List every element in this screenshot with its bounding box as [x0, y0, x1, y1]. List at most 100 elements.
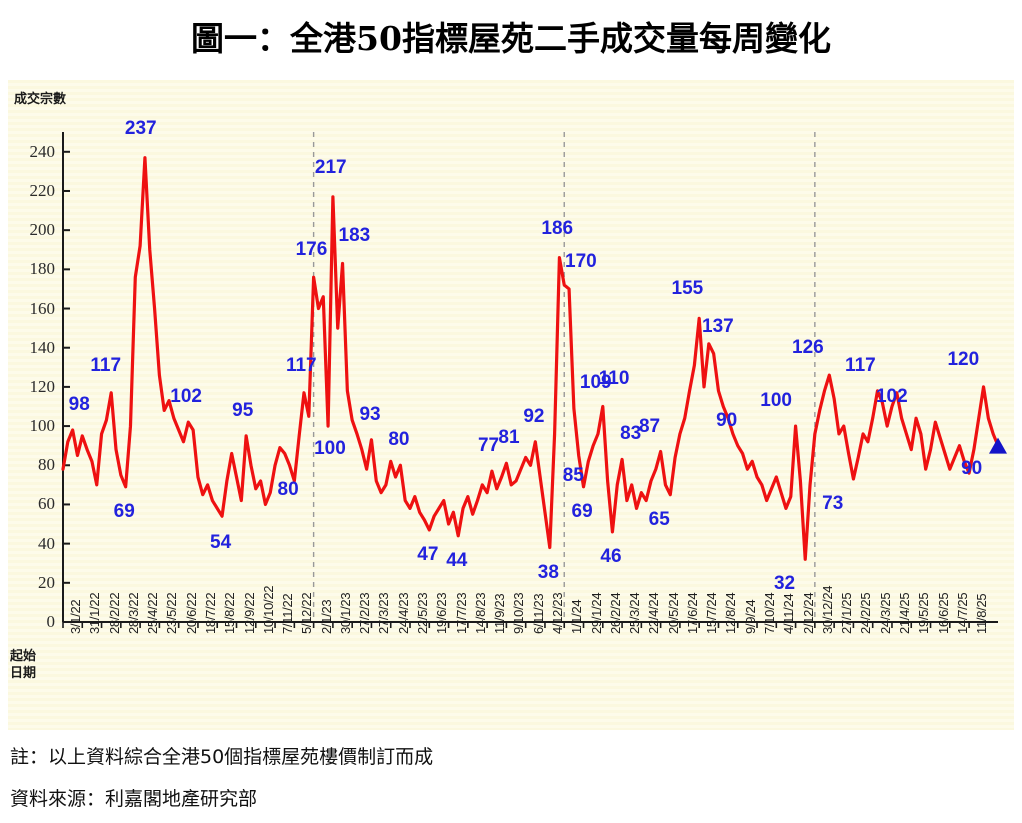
data-label: 120: [947, 348, 980, 370]
x-tick-label: 21/4/25: [896, 592, 912, 634]
data-label: 100: [314, 438, 346, 460]
x-tick-label: 4/11/24: [781, 593, 797, 634]
x-axis-title: 起始 日期: [10, 648, 50, 682]
x-tick-label: 20/5/24: [665, 592, 681, 634]
x-tick-label: 29/1/24: [588, 592, 604, 634]
x-tick-label: 22/4/24: [646, 592, 662, 634]
data-label: 83: [620, 423, 642, 445]
data-label: 183: [338, 225, 371, 247]
data-label: 110: [598, 368, 630, 390]
data-label: 186: [541, 217, 574, 239]
x-tick-label: 2/1/23: [318, 599, 334, 634]
x-tick-label: 9/10/23: [511, 592, 527, 634]
x-tick-label: 30/12/24: [819, 585, 835, 634]
data-label: 126: [792, 337, 824, 359]
y-tick-label: 60: [38, 494, 55, 514]
y-tick-label: 20: [38, 572, 55, 592]
y-tick-label: 140: [29, 337, 56, 357]
y-tick-label: 80: [38, 455, 55, 475]
y-tick-label: 220: [29, 180, 56, 200]
x-tick-label: 19/6/23: [434, 592, 450, 634]
x-tick-label: 1/1/24: [569, 599, 585, 634]
data-label: 176: [295, 239, 328, 261]
data-label: 65: [648, 508, 670, 530]
x-tick-label: 28/3/22: [125, 592, 141, 634]
x-tick-label: 10/10/22: [260, 585, 276, 634]
x-tick-label: 23/5/22: [164, 592, 180, 634]
y-tick-label: 160: [29, 298, 56, 318]
y-tick-label: 0: [46, 612, 56, 631]
x-axis-title-line1: 起始: [10, 649, 37, 664]
y-tick-label: 120: [29, 376, 56, 396]
x-tick-label: 17/6/24: [684, 592, 700, 634]
x-tick-label: 18/7/22: [202, 592, 218, 634]
data-label: 93: [359, 403, 381, 425]
line-chart-plot: [61, 132, 1007, 628]
data-label: 102: [875, 386, 908, 408]
data-label: 117: [285, 354, 317, 376]
y-tick-label: 40: [38, 533, 55, 553]
data-label: 109: [579, 372, 612, 394]
data-label: 69: [113, 500, 135, 522]
data-label: 95: [232, 399, 254, 421]
page-title: 圖一：全港50指標屋苑二手成交量每周變化: [191, 19, 831, 58]
data-label: 237: [124, 117, 157, 139]
data-label: 46: [600, 545, 622, 567]
data-label: 117: [845, 354, 876, 376]
data-label: 170: [565, 250, 597, 272]
x-tick-label: 12/9/22: [241, 592, 257, 634]
data-label: 77: [477, 435, 500, 457]
data-label: 44: [446, 549, 468, 571]
x-tick-label: 25/3/24: [627, 592, 643, 634]
data-label: 137: [702, 315, 734, 337]
x-tick-label: 9/9/24: [742, 599, 758, 634]
data-label: 38: [537, 561, 559, 583]
data-label: 87: [638, 415, 661, 437]
data-label: 117: [90, 354, 122, 376]
y-axis-title: 成交宗數: [14, 92, 67, 107]
data-label: 80: [277, 479, 299, 501]
chart-source: 資料來源：利嘉閣地產研究部: [10, 788, 258, 810]
x-tick-label: 25/4/22: [145, 592, 161, 634]
x-tick-label: 11/9/23: [492, 593, 508, 634]
x-tick-label: 27/2/23: [357, 592, 373, 634]
data-label: 85: [562, 465, 584, 487]
y-tick-label: 100: [29, 416, 56, 436]
data-label: 90: [716, 409, 738, 431]
x-tick-label: 16/6/25: [935, 592, 951, 634]
chart-note: 註：以上資料綜合全港50個指標屋苑樓價制訂而成: [10, 746, 434, 768]
data-label: 100: [760, 390, 792, 412]
x-tick-label: 7/10/24: [762, 592, 778, 634]
data-label: 69: [571, 500, 593, 522]
x-tick-label: 22/5/23: [415, 592, 430, 634]
x-tick-label: 24/3/25: [877, 592, 893, 634]
y-tick-label: 200: [29, 220, 56, 240]
data-label: 32: [773, 573, 796, 595]
data-label: 155: [671, 278, 704, 300]
y-tick-label: 180: [29, 259, 56, 279]
x-tick-label: 26/2/24: [607, 592, 623, 634]
x-tick-label: 12/8/24: [723, 592, 739, 634]
data-label: 98: [68, 394, 90, 415]
data-label: 217: [314, 156, 347, 178]
x-tick-label: 6/11/23: [530, 593, 546, 634]
y-tick-label: 240: [29, 141, 56, 161]
chart-panel: 成交宗數 0 20 40 60 80 100 120 140 160 180 200 220 240 3…: [8, 80, 1014, 730]
data-label: 102: [170, 386, 202, 408]
x-tick-label: 24/2/25: [858, 592, 874, 634]
x-tick-label: 30/1/23: [337, 592, 353, 634]
x-tick-label: 20/6/22: [183, 592, 199, 634]
x-tick-label: 17/7/23: [453, 592, 469, 634]
x-tick-label: 7/11/22: [280, 593, 296, 634]
x-tick-label: 14/7/25: [954, 592, 970, 634]
data-label: 54: [210, 532, 232, 554]
x-tick-label: 27/3/23: [376, 592, 392, 634]
data-label: 90: [961, 457, 983, 479]
x-axis-title-line2: 日期: [10, 666, 37, 681]
data-label: 81: [498, 427, 520, 449]
x-tick-label: 27/1/25: [839, 592, 855, 634]
x-tick-label: 19/5/25: [916, 592, 932, 634]
x-tick-label: 11/8/25: [974, 593, 990, 634]
x-tick-label: 3/1/22: [68, 599, 83, 634]
